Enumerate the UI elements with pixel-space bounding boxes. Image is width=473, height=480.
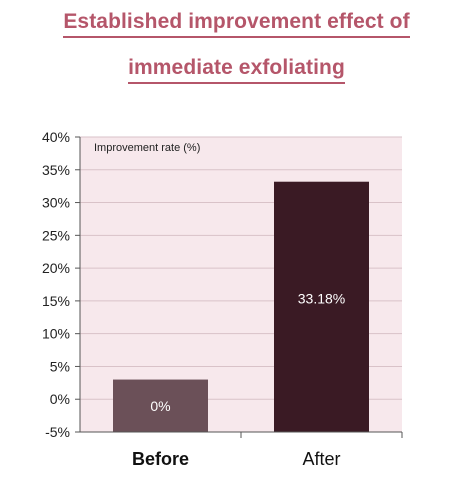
title-line-1-text: Established improvement effect of xyxy=(63,10,410,38)
y-tick-label: 25% xyxy=(42,227,70,243)
bar-value-label: 0% xyxy=(150,398,170,414)
title-line-1: Established improvement effect of xyxy=(0,10,473,38)
y-tick-label: 0% xyxy=(50,391,70,407)
bars: 0% 33.18% xyxy=(113,181,369,432)
y-tick-label: 15% xyxy=(42,293,70,309)
x-category-label: After xyxy=(302,449,340,469)
y-axis-ticks: 40% 35% 30% 25% 20% 15% 10% 5% 0% -5% xyxy=(42,129,80,440)
y-tick-label: 20% xyxy=(42,260,70,276)
bar-before xyxy=(113,379,208,432)
title-line-2: immediate exfoliating xyxy=(0,56,473,84)
y-tick-label: -5% xyxy=(45,424,70,440)
y-tick-label: 30% xyxy=(42,195,70,211)
bar-value-label: 33.18% xyxy=(298,290,345,306)
y-tick-label: 10% xyxy=(42,326,70,342)
x-category-label: Before xyxy=(132,449,189,469)
y-tick-label: 35% xyxy=(42,162,70,178)
y-tick-label: 5% xyxy=(50,358,70,374)
y-axis-title: Improvement rate (%) xyxy=(94,142,200,154)
y-tick-label: 40% xyxy=(42,129,70,145)
title-line-2-text: immediate exfoliating xyxy=(128,56,345,84)
x-axis-labels: Before After xyxy=(132,432,403,469)
bar-after xyxy=(274,181,369,432)
